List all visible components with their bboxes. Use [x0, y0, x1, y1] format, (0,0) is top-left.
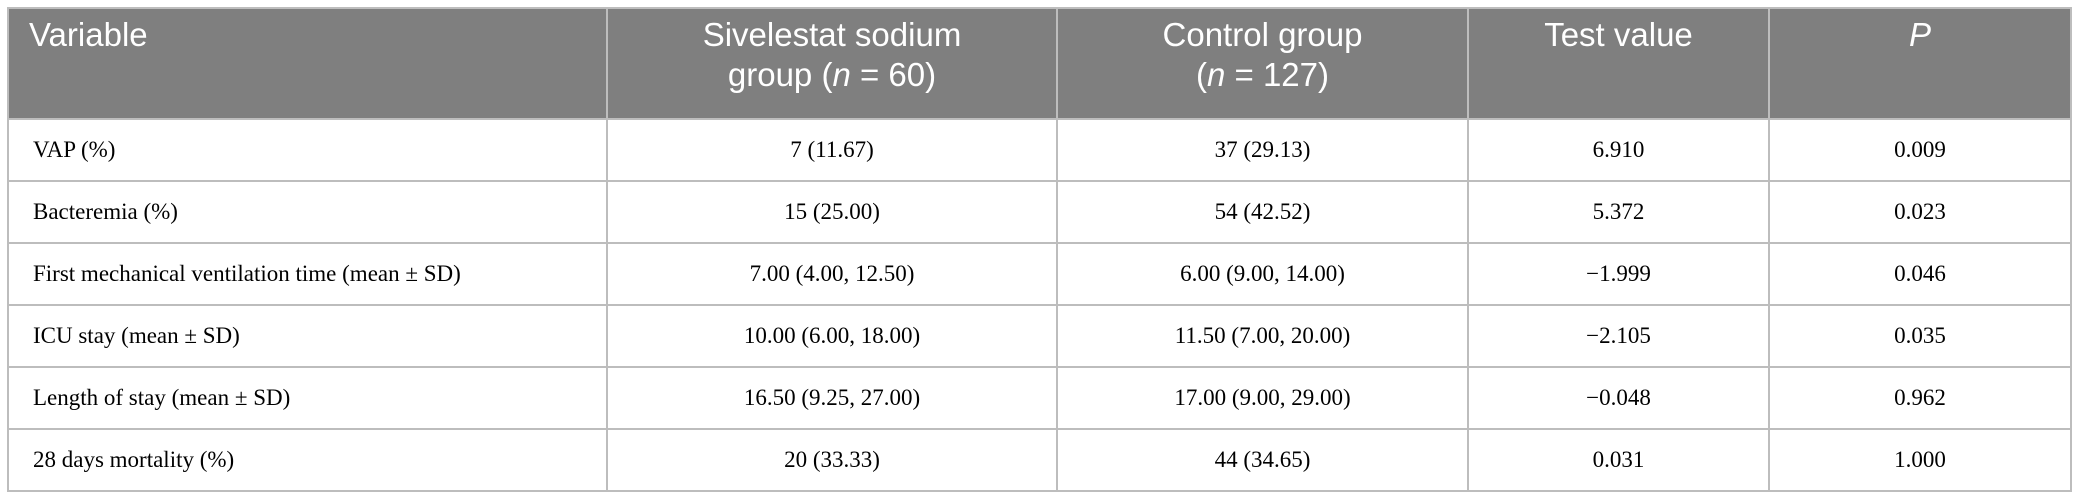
header-cell: Variable [7, 7, 608, 120]
table-cell: 17.00 (9.00, 29.00) [1056, 366, 1469, 430]
table-cell: 0.035 [1768, 304, 2072, 368]
table-cell: 11.50 (7.00, 20.00) [1056, 304, 1469, 368]
header-text: = 127) [1225, 56, 1330, 93]
table-cell: 6.910 [1467, 118, 1770, 182]
table-row: First mechanical ventilation time (mean … [7, 242, 2072, 306]
header-cell: Control group (n = 127) [1056, 7, 1469, 120]
table-cell: 28 days mortality (%) [7, 428, 608, 492]
table-cell: 16.50 (9.25, 27.00) [606, 366, 1058, 430]
header-cell: Test value [1467, 7, 1770, 120]
header-text: Control group [1162, 16, 1363, 53]
table-cell: ICU stay (mean ± SD) [7, 304, 608, 368]
table-cell: Length of stay (mean ± SD) [7, 366, 608, 430]
header-text: Test value [1544, 16, 1693, 53]
table-cell: 6.00 (9.00, 14.00) [1056, 242, 1469, 306]
table-row: ICU stay (mean ± SD) 10.00 (6.00, 18.00) 1… [7, 304, 2072, 368]
table-cell: Bacteremia (%) [7, 180, 608, 244]
header-text: ( [1195, 56, 1207, 93]
table-header: Variable Sivelestat sodium group (n = 60)… [7, 7, 2072, 120]
table-cell: 5.372 [1467, 180, 1770, 244]
header-text: Variable [29, 16, 148, 53]
table-cell: 0.046 [1768, 242, 2072, 306]
table-cell: 20 (33.33) [606, 428, 1058, 492]
table-cell: 54 (42.52) [1056, 180, 1469, 244]
header-row: Variable Sivelestat sodium group (n = 60)… [7, 7, 2072, 120]
table-cell: −2.105 [1467, 304, 1770, 368]
table-cell: 0.031 [1467, 428, 1770, 492]
table-cell: 0.023 [1768, 180, 2072, 244]
table-cell: 37 (29.13) [1056, 118, 1469, 182]
table-cell: 7.00 (4.00, 12.50) [606, 242, 1058, 306]
table-cell: 7 (11.67) [606, 118, 1058, 182]
header-text: = 60) [850, 56, 937, 93]
table-cell: VAP (%) [7, 118, 608, 182]
header-text: Sivelestat sodium [702, 16, 962, 53]
table-row: Bacteremia (%) 15 (25.00) 54 (42.52) 5.372 0… [7, 180, 2072, 244]
table-cell: 0.009 [1768, 118, 2072, 182]
table-row: VAP (%) 7 (11.67) 37 (29.13) 6.910 0.009 [7, 118, 2072, 182]
table-cell: 1.000 [1768, 428, 2072, 492]
header-text: n [832, 56, 851, 93]
table-cell: 0.962 [1768, 366, 2072, 430]
table-cell: 44 (34.65) [1056, 428, 1469, 492]
table-row: 28 days mortality (%) 20 (33.33) 44 (34.65… [7, 428, 2072, 492]
table-row: Length of stay (mean ± SD) 16.50 (9.25, 2… [7, 366, 2072, 430]
data-table: Variable Sivelestat sodium group (n = 60)… [7, 7, 2072, 492]
table-cell: 15 (25.00) [606, 180, 1058, 244]
header-cell: Sivelestat sodium group (n = 60) [606, 7, 1058, 120]
header-text: n [1206, 56, 1226, 93]
table-cell: −0.048 [1467, 366, 1770, 430]
header-cell: P [1768, 7, 2072, 120]
table-cell: First mechanical ventilation time (mean … [7, 242, 608, 306]
table-body: VAP (%) 7 (11.67) 37 (29.13) 6.910 0.009 Bact… [7, 118, 2072, 492]
table-cell: 10.00 (6.00, 18.00) [606, 304, 1058, 368]
table-cell: −1.999 [1467, 242, 1770, 306]
header-text: group ( [727, 56, 833, 93]
header-text: P [1908, 16, 1931, 53]
